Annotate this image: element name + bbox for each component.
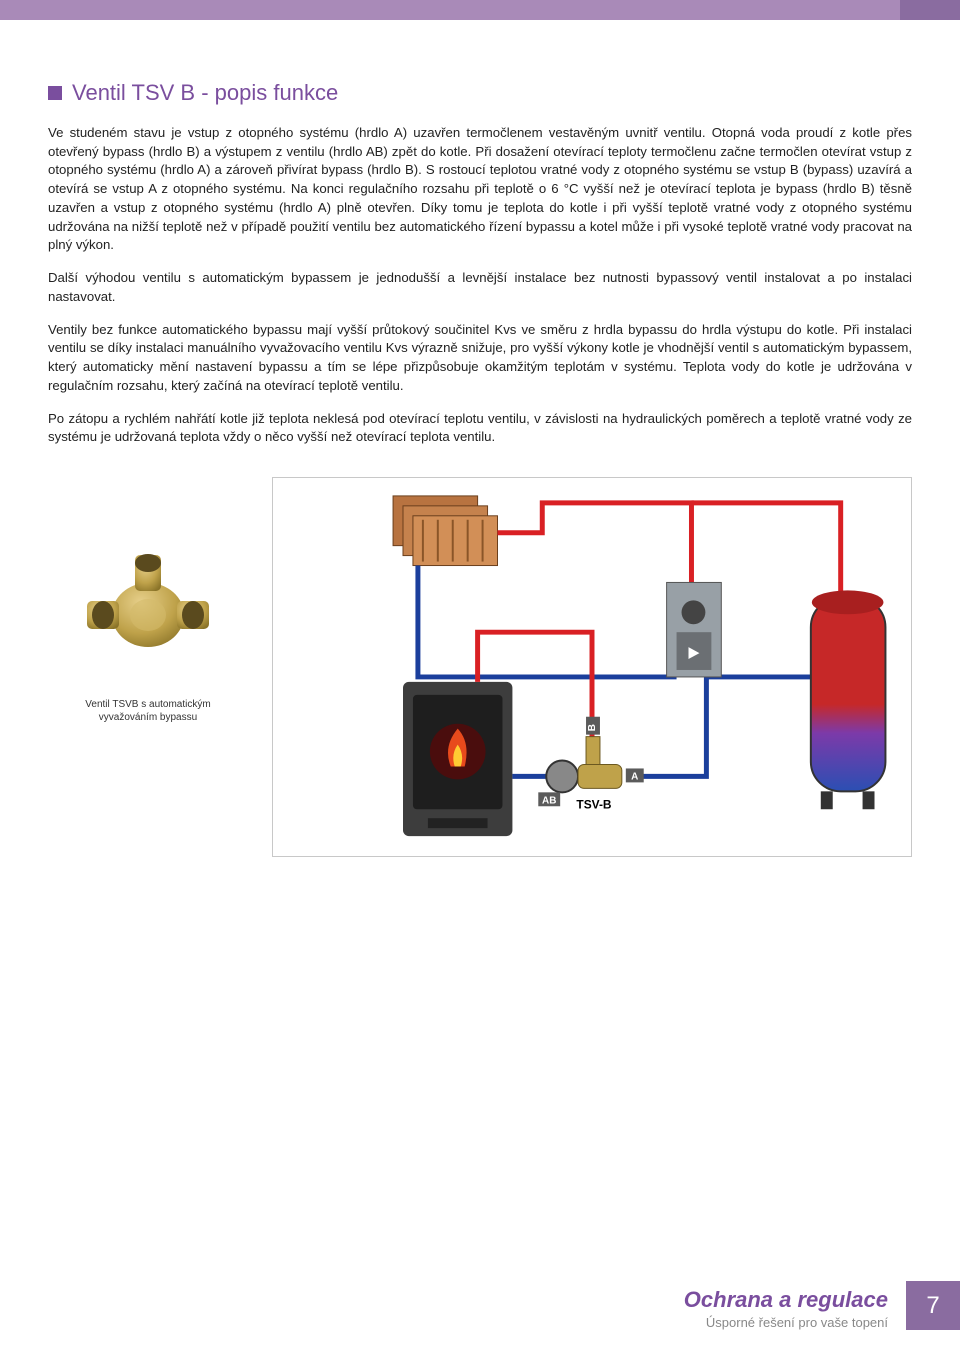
header-accent — [900, 0, 960, 20]
title-square-bullet — [48, 86, 62, 100]
header-bar — [0, 0, 960, 20]
footer-title: Ochrana a regulace — [684, 1287, 888, 1313]
schematic-figure: AB A B TSV-B — [272, 477, 912, 857]
valve-caption: Ventil TSVB s automatickým vyvažováním b… — [48, 698, 248, 724]
valve-figure: Ventil TSVB s automatickým vyvažováním b… — [48, 537, 248, 724]
pump-block-icon — [667, 582, 722, 677]
pipe-cold-valve-a — [632, 677, 707, 776]
section-title-text: Ventil TSV B - popis funkce — [72, 80, 338, 106]
pipe-cold-left — [418, 566, 677, 677]
tsvb-valve-icon: AB A B TSV-B — [538, 717, 643, 812]
radiator-icon — [393, 496, 497, 566]
paragraph-3: Ventily bez funkce automatického bypassu… — [48, 321, 912, 396]
stove-icon — [403, 682, 512, 836]
valve-caption-line2: vyvažováním bypassu — [99, 712, 197, 723]
tank-icon — [811, 590, 886, 809]
section-title: Ventil TSV B - popis funkce — [48, 80, 912, 106]
pipe-hot-top — [498, 503, 692, 583]
paragraph-2: Další výhodou ventilu s automatickým byp… — [48, 269, 912, 306]
page-number: 7 — [906, 1281, 960, 1330]
figure-row: Ventil TSVB s automatickým vyvažováním b… — [48, 477, 912, 857]
label-a: A — [631, 771, 638, 782]
paragraph-4: Po zátopu a rychlém nahřátí kotle již te… — [48, 410, 912, 447]
label-ab: AB — [542, 795, 556, 806]
valve-caption-line1: Ventil TSVB s automatickým — [85, 699, 210, 710]
body-text: Ve studeném stavu je vstup z otopného sy… — [48, 124, 912, 447]
schematic-svg: AB A B TSV-B — [273, 478, 911, 856]
paragraph-1: Ve studeném stavu je vstup z otopného sy… — [48, 124, 912, 255]
label-tsvb: TSV-B — [576, 797, 611, 811]
footer-subtitle: Úsporné řešení pro vaše topení — [684, 1315, 888, 1330]
page-footer: Ochrana a regulace Úsporné řešení pro va… — [684, 1281, 960, 1330]
valve-icon — [63, 537, 233, 687]
label-b: B — [587, 724, 598, 731]
